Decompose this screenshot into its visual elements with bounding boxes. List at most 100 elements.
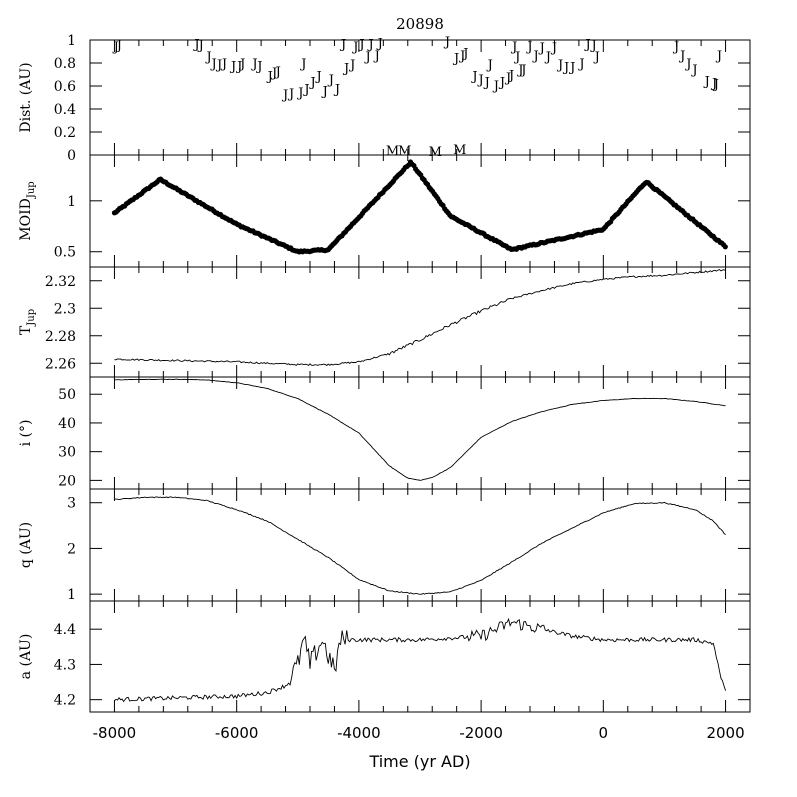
y-axis-label: i (°) bbox=[18, 420, 34, 447]
y-tick-label: 2.28 bbox=[45, 329, 76, 345]
y-tick-label: 0.2 bbox=[54, 125, 76, 141]
y-tick-label: 40 bbox=[58, 416, 76, 432]
dist-marker: J bbox=[339, 37, 346, 52]
dist-marker: J bbox=[215, 58, 222, 73]
dist-marker: J bbox=[348, 58, 355, 73]
y-tick-label: 3 bbox=[67, 496, 76, 512]
moid-point bbox=[722, 244, 728, 250]
moid-annotation: M bbox=[429, 145, 442, 160]
dist-marker: J bbox=[568, 60, 575, 75]
y-axis-label: a (AU) bbox=[18, 634, 34, 680]
dist-marker: J bbox=[710, 77, 717, 92]
dist-marker: J bbox=[281, 88, 288, 103]
y-tick-label: 1 bbox=[67, 194, 76, 210]
dist-marker: J bbox=[299, 57, 306, 72]
series-line-incl bbox=[114, 378, 726, 481]
dist-marker: J bbox=[333, 82, 340, 97]
x-tick-label: -4000 bbox=[337, 724, 381, 742]
dist-marker: J bbox=[703, 74, 710, 89]
y-tick-label: 2.3 bbox=[54, 301, 76, 317]
y-axis-label-main: T bbox=[18, 325, 34, 335]
y-tick-label: 1 bbox=[67, 33, 76, 49]
panel-frame bbox=[89, 376, 751, 490]
dist-marker: J bbox=[363, 50, 370, 65]
y-tick-label: 0.6 bbox=[54, 79, 76, 95]
y-axis-label: q (AU) bbox=[18, 522, 34, 568]
dist-marker: J bbox=[504, 71, 511, 86]
y-axis-label: TJup bbox=[18, 309, 37, 335]
dist-marker: J bbox=[250, 57, 257, 72]
dist-marker: J bbox=[315, 70, 322, 85]
panel-tjup: 2.26 2.28 2.3 2.32 TJup bbox=[18, 266, 751, 378]
y-tick-label: 4.2 bbox=[54, 693, 76, 709]
y-tick-label: 30 bbox=[58, 445, 76, 461]
dist-marker: J bbox=[544, 50, 551, 65]
dist-marker: J bbox=[376, 36, 383, 51]
panel-frame bbox=[89, 488, 751, 602]
y-tick-label: 0.8 bbox=[54, 56, 76, 72]
x-tick-label: -6000 bbox=[215, 724, 259, 742]
dist-marker: J bbox=[197, 39, 204, 54]
dist-marker: J bbox=[470, 70, 477, 85]
dist-marker: J bbox=[452, 51, 459, 66]
dist-marker: J bbox=[590, 39, 597, 54]
dist-marker: J bbox=[235, 59, 242, 74]
y-tick-label: 20 bbox=[58, 473, 76, 489]
y-tick-label: 4.4 bbox=[54, 622, 76, 638]
dist-marker: J bbox=[238, 57, 245, 72]
dist-marker: J bbox=[519, 63, 526, 78]
y-tick-label: 2 bbox=[67, 541, 76, 557]
y-axis-label-sub: Jup bbox=[26, 181, 37, 199]
dist-marker: J bbox=[115, 39, 122, 54]
dist-marker: J bbox=[532, 49, 539, 64]
dist-marker: J bbox=[302, 82, 309, 97]
panel-q: 1 2 3 q (AU) bbox=[18, 488, 751, 603]
y-tick-label: 0.5 bbox=[54, 245, 76, 261]
dist-marker: J bbox=[678, 49, 685, 64]
x-tick-label: 0 bbox=[599, 724, 609, 742]
dist-marker: J bbox=[562, 60, 569, 75]
dist-marker: J bbox=[556, 58, 563, 73]
y-tick-label: 1 bbox=[67, 587, 76, 603]
dist-marker: J bbox=[507, 69, 514, 84]
x-tick-label: -2000 bbox=[459, 724, 503, 742]
y-axis-label-sub: Jup bbox=[26, 309, 37, 327]
dist-marker: J bbox=[357, 37, 364, 52]
dist-marker: J bbox=[255, 59, 262, 74]
dist-marker: J bbox=[513, 50, 520, 65]
y-axis-label: Dist. (AU) bbox=[18, 62, 34, 132]
moid-annotation: M bbox=[453, 143, 466, 158]
dist-marker: J bbox=[477, 73, 484, 88]
series-line-a bbox=[114, 617, 727, 703]
dist-marker: J bbox=[712, 78, 719, 93]
dist-marker: J bbox=[220, 57, 227, 72]
dist-marker: J bbox=[209, 57, 216, 72]
dist-marker: J bbox=[577, 57, 584, 72]
dist-marker: J bbox=[550, 41, 557, 56]
dist-marker: J bbox=[342, 62, 349, 77]
panel-frame bbox=[89, 39, 751, 156]
y-tick-label: 4.3 bbox=[54, 657, 76, 673]
dist-marker: J bbox=[510, 40, 517, 55]
panel-frame bbox=[89, 600, 751, 713]
dist-marker: J bbox=[321, 85, 328, 100]
y-tick-label: 2.32 bbox=[45, 274, 76, 290]
dist-marker: J bbox=[483, 75, 490, 90]
y-tick-label: 2.26 bbox=[45, 356, 76, 372]
dist-marker: J bbox=[593, 50, 600, 65]
dist-marker: J bbox=[367, 37, 374, 52]
dist-marker: J bbox=[525, 40, 532, 55]
dist-marker: J bbox=[229, 59, 236, 74]
dist-marker: J bbox=[538, 41, 545, 56]
dist-marker: J bbox=[492, 79, 499, 94]
dist-marker: J bbox=[583, 37, 590, 52]
dist-marker: J bbox=[486, 58, 493, 73]
y-axis-label: MOIDJup bbox=[18, 181, 37, 240]
dist-marker: J bbox=[461, 47, 468, 62]
x-tick-label: 2000 bbox=[706, 724, 744, 742]
dist-marker: J bbox=[266, 70, 273, 85]
series-line-q bbox=[114, 496, 726, 595]
